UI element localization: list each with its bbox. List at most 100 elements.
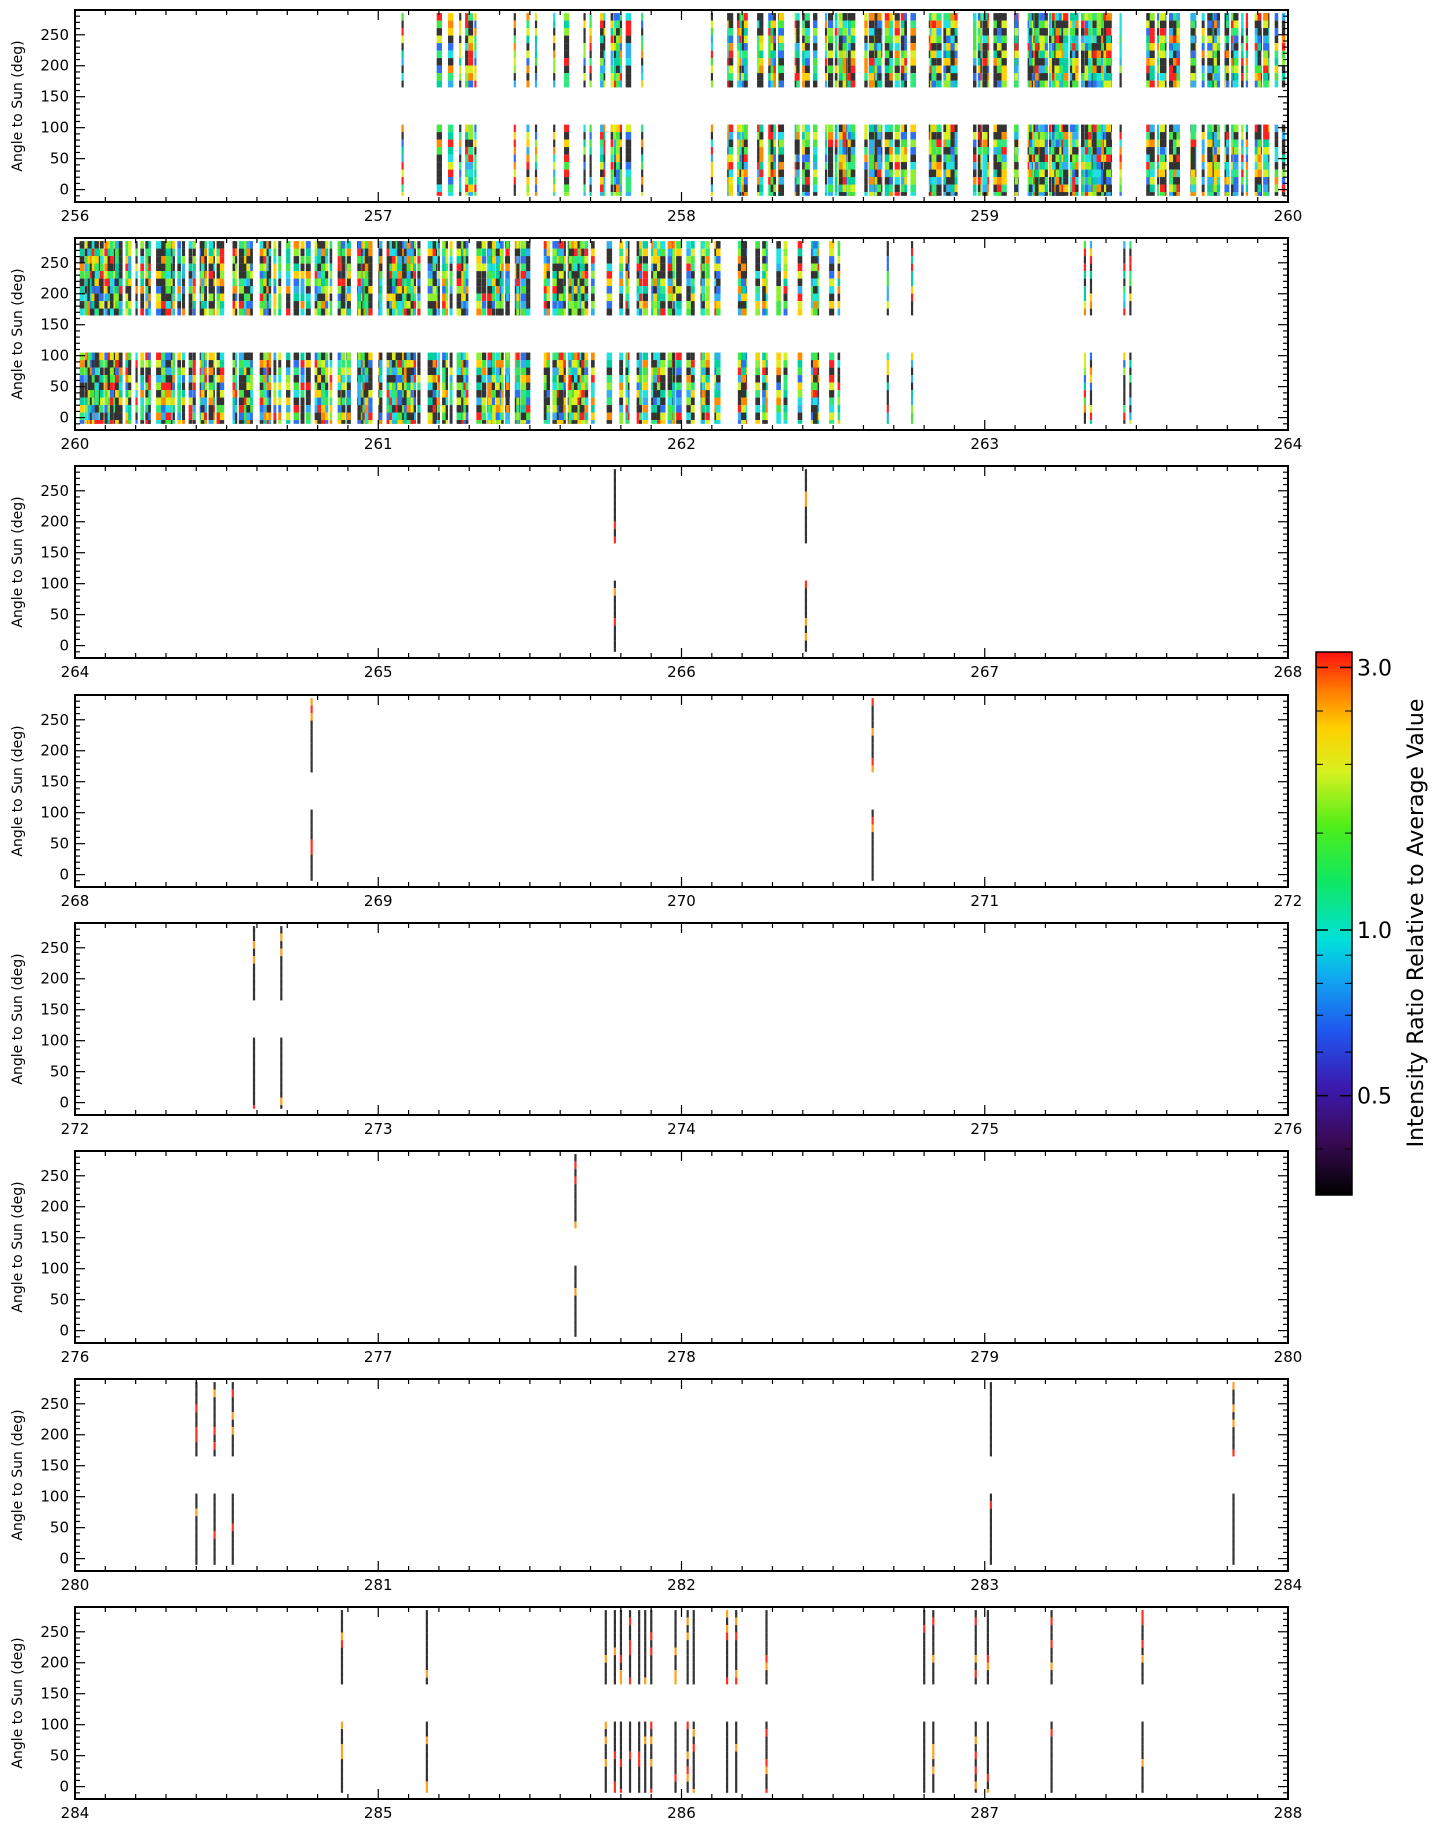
heatmap-cell	[457, 368, 462, 376]
heatmap-cell	[796, 66, 799, 74]
heatmap-cell	[835, 28, 838, 35]
heatmap-cell	[1160, 192, 1165, 196]
heatmap-cell	[835, 147, 838, 155]
heatmap-cell	[482, 390, 486, 398]
heatmap-cell	[1106, 177, 1111, 185]
heatmap-cell	[182, 353, 185, 361]
heatmap-cell	[600, 125, 604, 133]
heatmap-cell	[768, 73, 771, 81]
heatmap-cell	[950, 21, 955, 29]
heatmap-cell	[1233, 170, 1238, 178]
heatmap-cell	[1120, 147, 1122, 155]
heatmap-cell	[1088, 162, 1091, 170]
heatmap-cell	[1015, 192, 1018, 196]
heatmap-cell	[1085, 73, 1089, 81]
heatmap-cell	[1233, 147, 1238, 155]
heatmap-cell	[1070, 13, 1072, 21]
heatmap-cell	[851, 58, 856, 66]
heatmap-cell	[1029, 170, 1032, 178]
heatmap-cell	[506, 420, 510, 424]
heatmap-cell	[851, 36, 856, 44]
heatmap-cell	[526, 353, 530, 361]
heatmap-cell	[1246, 28, 1248, 35]
heatmap-cell	[869, 132, 874, 140]
heatmap-cell	[526, 58, 529, 66]
heatmap-cell	[611, 170, 614, 178]
heatmap-cell	[1157, 132, 1159, 140]
heatmap-cell	[955, 43, 958, 51]
heatmap-cell	[465, 58, 468, 66]
heatmap-cell	[1217, 36, 1220, 44]
heatmap-cell	[581, 353, 584, 361]
heatmap-cell	[1015, 155, 1018, 163]
heatmap-cell	[286, 286, 290, 294]
heatmap-cell	[1035, 185, 1039, 193]
heatmap-cell	[805, 21, 810, 29]
heatmap-cell	[1063, 36, 1068, 44]
heatmap-cell	[641, 66, 643, 74]
heatmap-cell	[737, 36, 740, 44]
heatmap-cell	[553, 36, 555, 44]
panels-layer: 256 257 258 259 260050100150200250Angle to S…	[10, 10, 1302, 1822]
heatmap-cell	[1258, 140, 1262, 148]
heatmap-cell	[779, 13, 785, 21]
heatmap-cell	[1258, 66, 1262, 74]
heatmap-cell	[189, 264, 193, 272]
heatmap-cell	[286, 279, 290, 287]
heatmap-cell	[1263, 192, 1268, 196]
heatmap-cell	[459, 13, 461, 21]
heatmap-cell	[1202, 132, 1205, 140]
heatmap-cell	[851, 13, 856, 21]
heatmap-cell	[1226, 28, 1229, 35]
heatmap-cell	[901, 81, 905, 88]
heatmap-cell	[978, 73, 981, 81]
heatmap-cell	[1070, 43, 1072, 51]
heatmap-cell	[931, 73, 936, 81]
heatmap-cell	[869, 177, 874, 185]
heatmap-cell	[1070, 170, 1072, 178]
heatmap-cell	[1120, 185, 1122, 193]
heatmap-cell	[368, 360, 373, 368]
heatmap-cell	[301, 271, 305, 279]
heatmap-cell	[835, 51, 838, 59]
heatmap-cell	[590, 140, 592, 148]
heatmap-cell	[590, 125, 592, 133]
heatmap-cell	[1217, 21, 1220, 29]
panel-1: 256 257 258 259 260050100150200250Angle to S…	[10, 10, 1302, 225]
heatmap-cell	[1001, 170, 1006, 178]
heatmap-cell	[437, 155, 442, 163]
heatmap-cell	[1081, 28, 1085, 35]
heatmap-cell	[1282, 36, 1285, 44]
heatmap-cell	[851, 21, 856, 29]
heatmap-cell	[813, 125, 817, 133]
heatmap-cell	[997, 28, 1002, 35]
heatmap-cell	[273, 405, 276, 413]
heatmap-cell	[729, 132, 734, 140]
heatmap-cell	[978, 177, 981, 185]
heatmap-cell	[581, 390, 584, 398]
heatmap-cell	[1150, 147, 1155, 155]
heatmap-cell	[437, 28, 442, 35]
heatmap-cell	[514, 147, 516, 155]
heatmap-cell	[848, 43, 851, 51]
heatmap-cell	[1207, 36, 1212, 44]
heatmap-cell	[1088, 132, 1091, 140]
heatmap-cell	[1191, 162, 1196, 170]
heatmap-cell	[273, 301, 276, 309]
heatmap-cell	[301, 390, 305, 398]
heatmap-cell	[526, 28, 529, 35]
heatmap-cell	[802, 185, 805, 193]
heatmap-cell	[955, 81, 958, 88]
heatmap-cell	[711, 66, 713, 74]
heatmap-cell	[759, 170, 763, 178]
heatmap-cell	[437, 43, 442, 51]
heatmap-cell	[1275, 162, 1279, 170]
heatmap-cell	[1202, 162, 1205, 170]
heatmap-cell	[910, 125, 916, 133]
heatmap-cell	[459, 36, 461, 44]
heatmap-cell	[465, 192, 468, 196]
heatmap-cell	[1085, 21, 1089, 29]
heatmap-cell	[805, 132, 810, 140]
heatmap-cell	[189, 301, 193, 309]
heatmap-cell	[616, 132, 620, 140]
